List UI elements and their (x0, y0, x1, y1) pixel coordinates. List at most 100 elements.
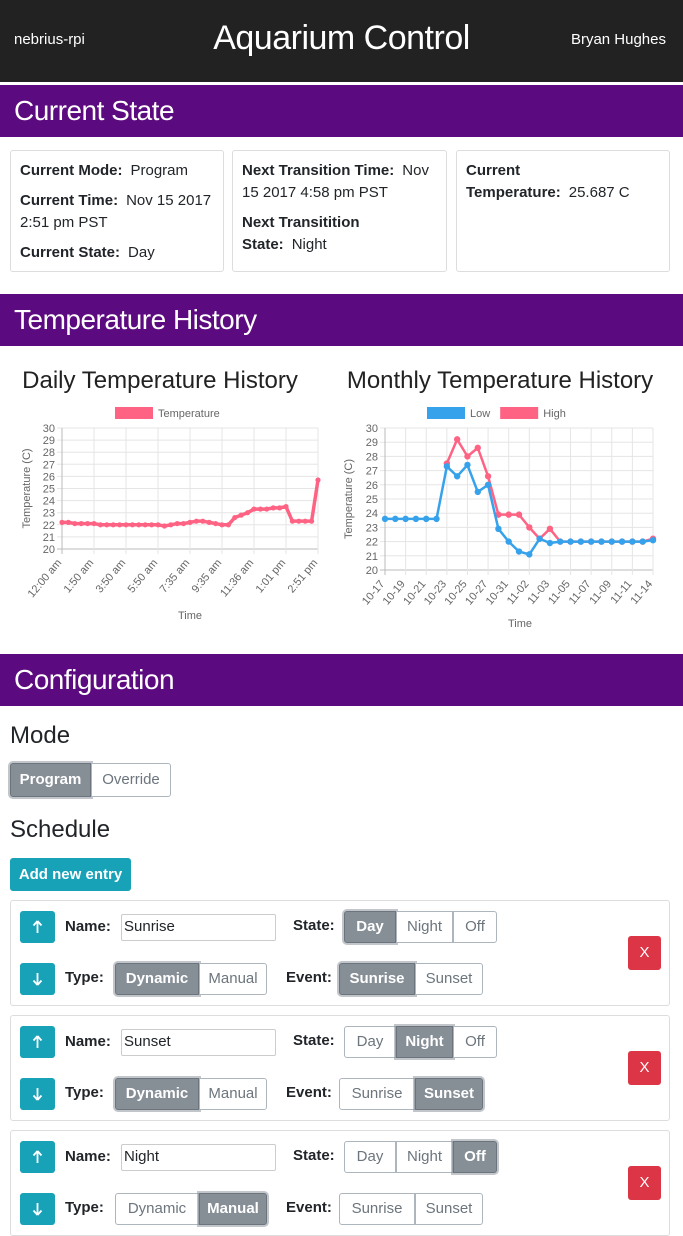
data-point (587, 538, 595, 545)
toggle-button[interactable]: Off (453, 1141, 497, 1173)
state-value: Nov 15 2017 2:51 pm PST (20, 192, 212, 231)
y-tick-label: 28 (366, 451, 378, 463)
name-input[interactable]: Sunrise (121, 914, 276, 941)
data-point (443, 463, 451, 470)
data-point (526, 551, 533, 558)
toggle-button[interactable]: Day (344, 1141, 396, 1173)
y-axis-label: Temperature (C) (21, 448, 33, 528)
data-point (129, 522, 135, 528)
move-up-button[interactable] (20, 1026, 55, 1058)
toggle-button[interactable]: Night (396, 1026, 453, 1058)
y-tick-label: 21 (366, 551, 378, 563)
arrow-icon (32, 1088, 43, 1101)
state-label: Current Temperature: (466, 162, 561, 201)
mode-button[interactable]: Program (10, 763, 91, 797)
mode-heading: Mode (10, 722, 71, 749)
toggle-button[interactable]: Sunrise (339, 1078, 415, 1110)
data-point (546, 525, 554, 533)
field-label: Type: (65, 1199, 104, 1216)
delete-button[interactable]: X (628, 1166, 661, 1200)
state-value: Night (291, 236, 327, 253)
toggle-button[interactable]: Sunset (415, 1193, 483, 1225)
move-up-button[interactable] (20, 1141, 55, 1173)
data-point (392, 515, 399, 523)
chart-title: Daily Temperature History (22, 367, 298, 394)
toggle-button[interactable]: Sunrise (339, 1193, 415, 1225)
y-tick-label: 24 (43, 496, 55, 508)
toggle-button[interactable]: Night (396, 911, 453, 943)
toggle-button[interactable]: Manual (199, 963, 267, 995)
move-down-button[interactable] (20, 1193, 55, 1225)
data-point (495, 525, 502, 533)
data-point (245, 510, 251, 516)
state-value: Day (128, 244, 155, 261)
data-point (277, 505, 283, 511)
toggle-button[interactable]: Day (344, 911, 396, 943)
toggle-button[interactable]: Dynamic (115, 1193, 199, 1225)
data-point (193, 518, 199, 524)
x-tick-label: 5:50 am (126, 557, 161, 595)
y-tick-label: 22 (43, 520, 55, 532)
state-label: Current Time: (20, 192, 119, 209)
state-value: Nov 15 2017 4:58 pm PST (242, 162, 429, 201)
arrow-icon (32, 973, 43, 986)
field-label: Name: (65, 1033, 111, 1050)
data-point (567, 538, 574, 545)
y-tick-label: 21 (43, 532, 55, 544)
toggle-button[interactable]: Dynamic (115, 963, 199, 995)
toggle-button[interactable]: Off (453, 1026, 497, 1058)
data-point (78, 520, 84, 527)
delete-button[interactable]: X (628, 936, 661, 970)
data-point (65, 519, 71, 525)
field-label: State: (293, 1147, 335, 1164)
add-entry-button[interactable]: Add new entry (10, 858, 131, 891)
field-label: Name: (65, 918, 111, 935)
toggle-button[interactable]: Sunset (415, 963, 483, 995)
data-point (91, 520, 97, 527)
data-point (309, 518, 315, 524)
data-point (505, 511, 512, 518)
data-point (484, 481, 492, 488)
y-tick-label: 25 (43, 484, 55, 496)
y-tick-label: 23 (43, 508, 55, 520)
data-point (423, 515, 430, 523)
move-down-button[interactable] (20, 1078, 55, 1110)
data-point (225, 522, 231, 528)
y-tick-label: 26 (43, 471, 55, 483)
name-input[interactable]: Sunset (121, 1029, 276, 1056)
move-up-button[interactable] (20, 911, 55, 943)
x-tick-label: 2:51 pm (286, 557, 321, 595)
name-input[interactable]: Night (121, 1144, 276, 1171)
move-down-button[interactable] (20, 963, 55, 995)
toggle-button[interactable]: Day (344, 1026, 396, 1058)
state-item: Next Transitition State: Night (242, 212, 437, 256)
data-point (270, 505, 276, 511)
arrow-icon (32, 1035, 43, 1048)
user-name[interactable]: Bryan Hughes (570, 31, 666, 48)
state-value: 25.687 C (568, 184, 630, 201)
toggle-button[interactable]: Manual (199, 1193, 267, 1225)
toggle-button[interactable]: Sunset (415, 1078, 483, 1110)
toggle-button[interactable]: Sunrise (339, 963, 415, 995)
data-point (629, 538, 636, 545)
toggle-button[interactable]: Night (396, 1141, 453, 1173)
state-card: Current Temperature: 25.687 C (456, 150, 670, 272)
data-point (464, 453, 471, 460)
toggle-button[interactable]: Manual (199, 1078, 267, 1110)
data-point (433, 515, 440, 523)
data-point (161, 523, 167, 529)
y-axis-label: Temperature (C) (343, 459, 355, 539)
x-tick-label: 11-09 (587, 578, 614, 607)
toggle-button[interactable]: Off (453, 911, 497, 943)
data-point (168, 522, 174, 528)
data-point (85, 520, 91, 527)
state-item: Current Mode: Program (20, 160, 214, 182)
data-point (515, 511, 523, 518)
data-point (264, 506, 270, 512)
arrow-icon (32, 1203, 43, 1216)
field-label: State: (293, 1032, 335, 1049)
mode-button[interactable]: Override (91, 763, 171, 797)
delete-button[interactable]: X (628, 1051, 661, 1085)
toggle-button[interactable]: Dynamic (115, 1078, 199, 1110)
